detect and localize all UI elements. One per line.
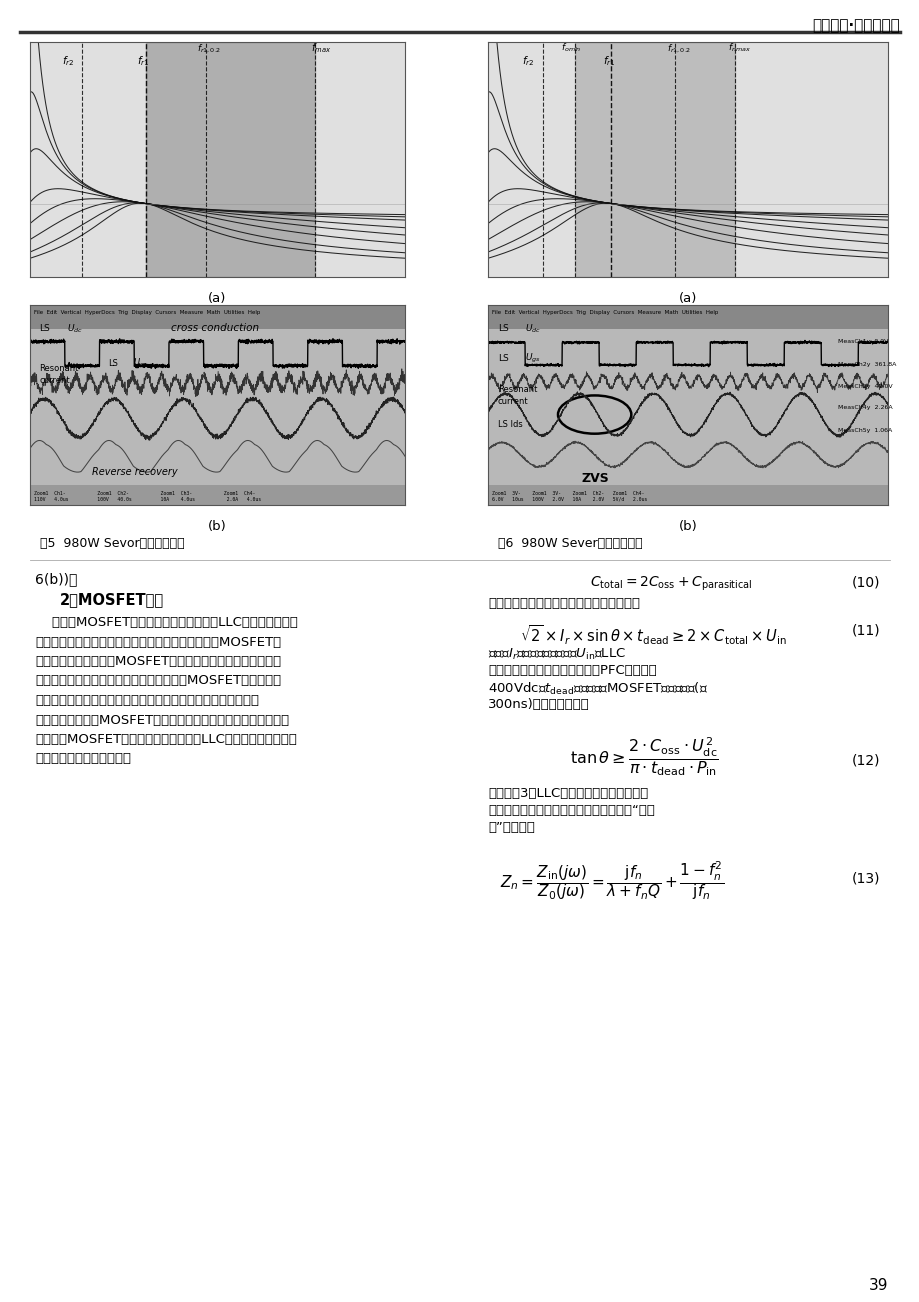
Text: $U_{dc}$: $U_{dc}$ — [524, 322, 540, 335]
Text: 300ns)。可以转换为：: 300ns)。可以转换为： — [487, 698, 589, 711]
Text: cross conduction: cross conduction — [170, 323, 258, 333]
Text: (12): (12) — [851, 753, 879, 767]
Bar — [574, 42, 734, 277]
Text: $C_{\rm total}=2C_{\rm oss}+C_{\rm parasitical}$: $C_{\rm total}=2C_{\rm oss}+C_{\rm paras… — [589, 575, 752, 594]
FancyBboxPatch shape — [30, 486, 404, 505]
Text: 图5  980W Sevor优化前波形图: 图5 980W Sevor优化前波形图 — [40, 536, 185, 549]
Text: $\tan\theta\geq\dfrac{2\cdot C_{\rm oss}\cdot U_{\rm dc}^{\,2}}{\pi\cdot t_{\rm : $\tan\theta\geq\dfrac{2\cdot C_{\rm oss}… — [570, 736, 718, 777]
Text: LS: LS — [40, 324, 50, 333]
Text: $f_{r2}$: $f_{r2}$ — [522, 53, 534, 68]
Text: File  Edit  Vertical  HyperDocs  Trig  Display  Cursors  Measure  Math  Utilitie: File Edit Vertical HyperDocs Trig Displa… — [492, 310, 718, 315]
Text: 由上文图3中LLC半桥谐振电路的等效简化: 由上文图3中LLC半桥谐振电路的等效简化 — [487, 786, 648, 799]
Text: 比”来表示：: 比”来表示： — [487, 822, 534, 835]
Text: 点可以列出输入与输出阻抗之比，并且用“频率: 点可以列出输入与输出阻抗之比，并且用“频率 — [487, 805, 654, 816]
Text: $f_{r1,0.2}$: $f_{r1,0.2}$ — [198, 42, 221, 55]
Text: $f_{r1,0.2}$: $f_{r1,0.2}$ — [666, 42, 691, 55]
Text: Reverse recovery: Reverse recovery — [93, 467, 178, 478]
Text: current: current — [497, 397, 528, 406]
Text: 2）MOSFET选择: 2）MOSFET选择 — [60, 592, 164, 607]
Text: MeasCh2y  361.8A: MeasCh2y 361.8A — [837, 362, 895, 367]
Text: $f_{max}$: $f_{max}$ — [311, 40, 331, 55]
Text: 技术应用·开关与逆变: 技术应用·开关与逆变 — [811, 18, 899, 33]
Text: 39: 39 — [868, 1279, 887, 1293]
Text: 这里，$I_r$是有效値谐振电流；$U_{\rm in}$是LLC: 这里，$I_r$是有效値谐振电流；$U_{\rm in}$是LLC — [487, 647, 626, 663]
Text: $f_{omin}$: $f_{omin}$ — [560, 42, 581, 55]
Text: File  Edit  Vertical  HyperDocs  Trig  Display  Cursors  Measure  Math  Utilitie: File Edit Vertical HyperDocs Trig Displa… — [34, 310, 260, 315]
Text: $f_{nmax}$: $f_{nmax}$ — [727, 42, 750, 55]
Text: $Z_n=\dfrac{Z_{\rm in}(j\omega)}{Z_0(j\omega)}=\dfrac{{\rm j}f_n}{\lambda+f_nQ}+: $Z_n=\dfrac{Z_{\rm in}(j\omega)}{Z_0(j\o… — [499, 859, 723, 902]
Text: LS: LS — [497, 354, 508, 363]
Text: $U_{dc}$: $U_{dc}$ — [67, 322, 84, 335]
Text: MeasCh4y  2.26A: MeasCh4y 2.26A — [837, 405, 891, 410]
Text: Resonant: Resonant — [497, 385, 537, 395]
Text: (11): (11) — [850, 622, 879, 637]
Text: $U_{gs}$: $U_{gs}$ — [524, 352, 539, 365]
Text: $f_{r1}$: $f_{r1}$ — [137, 53, 150, 68]
Text: MeasCh3y  47.0V: MeasCh3y 47.0V — [837, 384, 891, 389]
Text: (b): (b) — [208, 519, 227, 533]
Text: (10): (10) — [851, 575, 879, 589]
Text: 半桥谐振电路输入电压，即前级PFC输出电压: 半桥谐振电路输入电压，即前级PFC输出电压 — [487, 664, 656, 677]
Text: (13): (13) — [851, 871, 879, 885]
Text: 要确保MOSFET实现零电压开通，确保使LLC半桥谐振电路工
作在感性区域只是必要条件而非充分条件，这是因为MOSFET并
不是一个理想的模型，MOSFET在半: 要确保MOSFET实现零电压开通，确保使LLC半桥谐振电路工 作在感性区域只是必… — [35, 616, 298, 766]
Text: LS: LS — [108, 359, 118, 368]
Text: $f_{r2}$: $f_{r2}$ — [62, 53, 74, 68]
Text: MeasCh5y  1.06A: MeasCh5y 1.06A — [837, 428, 891, 434]
Text: $f_{r1}$: $f_{r1}$ — [602, 53, 615, 68]
Text: Zoom1  Ch1-           Zoom1  Ch2-           Zoom1  Ch3-           Zoom1  Ch4-
11: Zoom1 Ch1- Zoom1 Ch2- Zoom1 Ch3- Zoom1 C… — [34, 491, 261, 501]
Text: LS: LS — [497, 324, 508, 333]
Text: 图6  980W Sever优化后波形图: 图6 980W Sever优化后波形图 — [497, 536, 642, 549]
Text: current: current — [40, 376, 70, 385]
FancyBboxPatch shape — [487, 305, 887, 329]
Text: LS Ids: LS Ids — [497, 419, 522, 428]
Text: (a): (a) — [208, 292, 226, 305]
FancyBboxPatch shape — [487, 486, 887, 505]
FancyBboxPatch shape — [30, 305, 404, 329]
Text: MeasCh1y  0.0V: MeasCh1y 0.0V — [837, 340, 888, 344]
Text: 6(b))。: 6(b))。 — [35, 572, 77, 586]
Text: 400Vdc；$t_{\rm dead}$是半桥电路MOSFET的死区时间(约: 400Vdc；$t_{\rm dead}$是半桥电路MOSFET的死区时间(约 — [487, 681, 708, 697]
Text: 那么对于最小的放电电流需满足以下要求：: 那么对于最小的放电电流需满足以下要求： — [487, 598, 640, 611]
Text: ZVS: ZVS — [581, 473, 608, 486]
Text: Resonant: Resonant — [40, 365, 79, 374]
Text: $\sqrt{2}\times I_r\times\sin\theta\times t_{\rm dead}\geq 2\times C_{\rm total}: $\sqrt{2}\times I_r\times\sin\theta\time… — [519, 622, 786, 647]
Bar — [145, 42, 315, 277]
Text: $U_{gs}$: $U_{gs}$ — [133, 357, 148, 370]
Text: (a): (a) — [678, 292, 697, 305]
Text: (b): (b) — [678, 519, 697, 533]
Text: Zoom1  3V-    Zoom1  3V-    Zoom1  Ch2-   Zoom1  Ch4-
6.0V   10us   100V   2.0V : Zoom1 3V- Zoom1 3V- Zoom1 Ch2- Zoom1 Ch4… — [492, 491, 647, 501]
